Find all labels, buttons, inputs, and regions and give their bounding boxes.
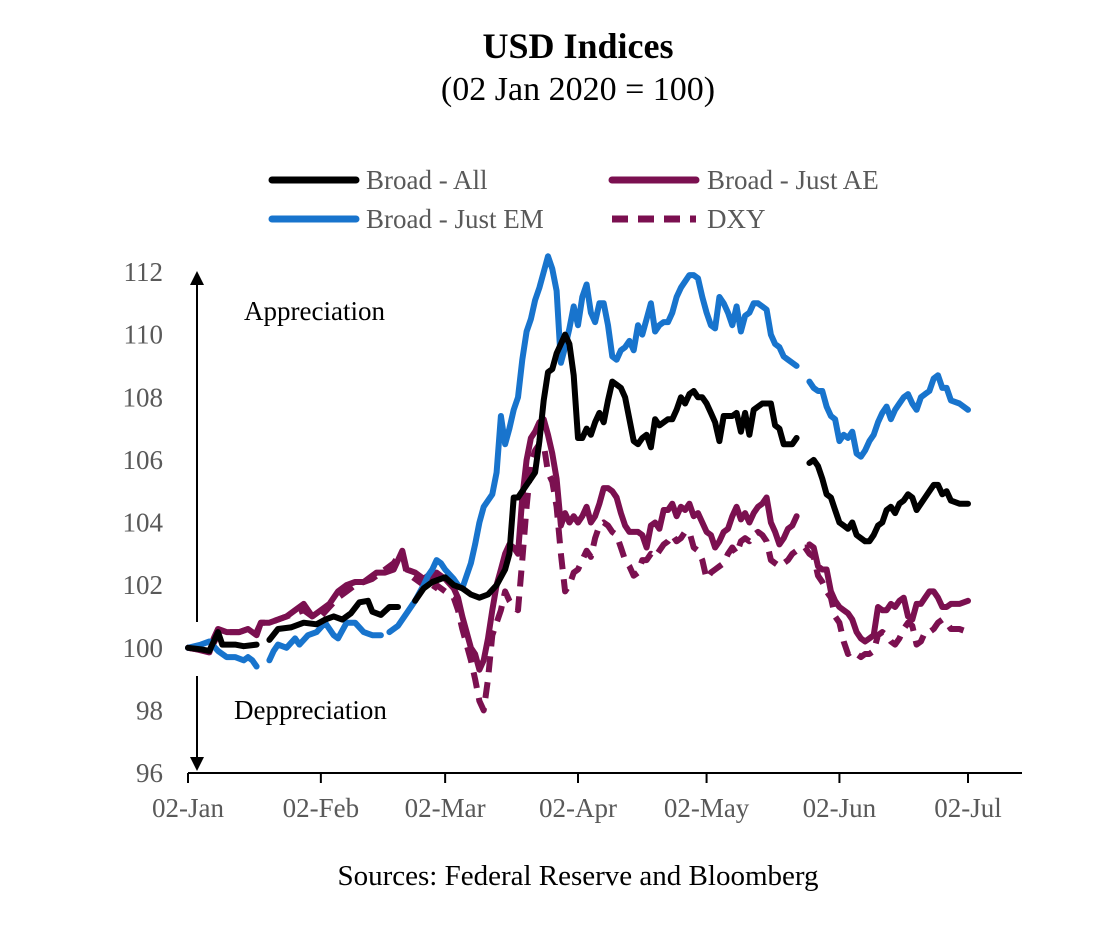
x-tick-label: 02-Jun: [803, 793, 877, 823]
legend-label-broad-just-em: Broad - Just EM: [366, 204, 544, 234]
x-tick-label: 02-Feb: [283, 793, 360, 823]
chart-title: USD Indices: [482, 26, 673, 66]
appreciation-label: Appreciation: [244, 296, 385, 326]
series-layer: [185, 253, 971, 714]
source-note: Sources: Federal Reserve and Bloomberg: [337, 860, 818, 892]
y-tick-label: 104: [123, 508, 164, 538]
y-tick-label: 106: [123, 445, 164, 475]
legend-label-broad-all: Broad - All: [366, 165, 488, 195]
legend-label-broad-just-ae: Broad - Just AE: [707, 165, 879, 195]
y-tick-label: 98: [136, 695, 163, 725]
y-axis-ticks: 96 98 100 102 104 106 108 110 112: [123, 257, 164, 788]
series-line-broad-just-ae: [185, 416, 971, 673]
x-tick-label: 02-Mar: [405, 793, 486, 823]
y-tick-label: 100: [123, 633, 164, 663]
y-tick-label: 108: [123, 382, 164, 412]
x-axis-ticks: 02-Jan 02-Feb 02-Mar 02-Apr 02-May 02-Jun 02-J…: [152, 773, 1002, 823]
y-tick-label: 112: [124, 257, 164, 287]
y-tick-label: 110: [124, 320, 164, 350]
x-tick-label: 02-Jul: [934, 793, 1002, 823]
x-tick-label: 02-May: [664, 793, 750, 823]
x-tick-label: 02-Jan: [152, 793, 224, 823]
chart-subtitle: (02 Jan 2020 = 100): [441, 71, 715, 108]
series-line-dxy: [187, 441, 970, 714]
x-tick-label: 02-Apr: [539, 793, 617, 823]
chart-legend: Broad - All Broad - Just AE Broad - Just…: [268, 165, 879, 234]
depreciation-label: Deppreciation: [234, 695, 387, 725]
legend-label-dxy: DXY: [707, 204, 766, 234]
series-line-broad-just-em: [185, 253, 971, 670]
series-line-broad-all: [185, 331, 971, 654]
y-tick-label: 102: [123, 570, 164, 600]
y-tick-label: 96: [136, 758, 163, 788]
